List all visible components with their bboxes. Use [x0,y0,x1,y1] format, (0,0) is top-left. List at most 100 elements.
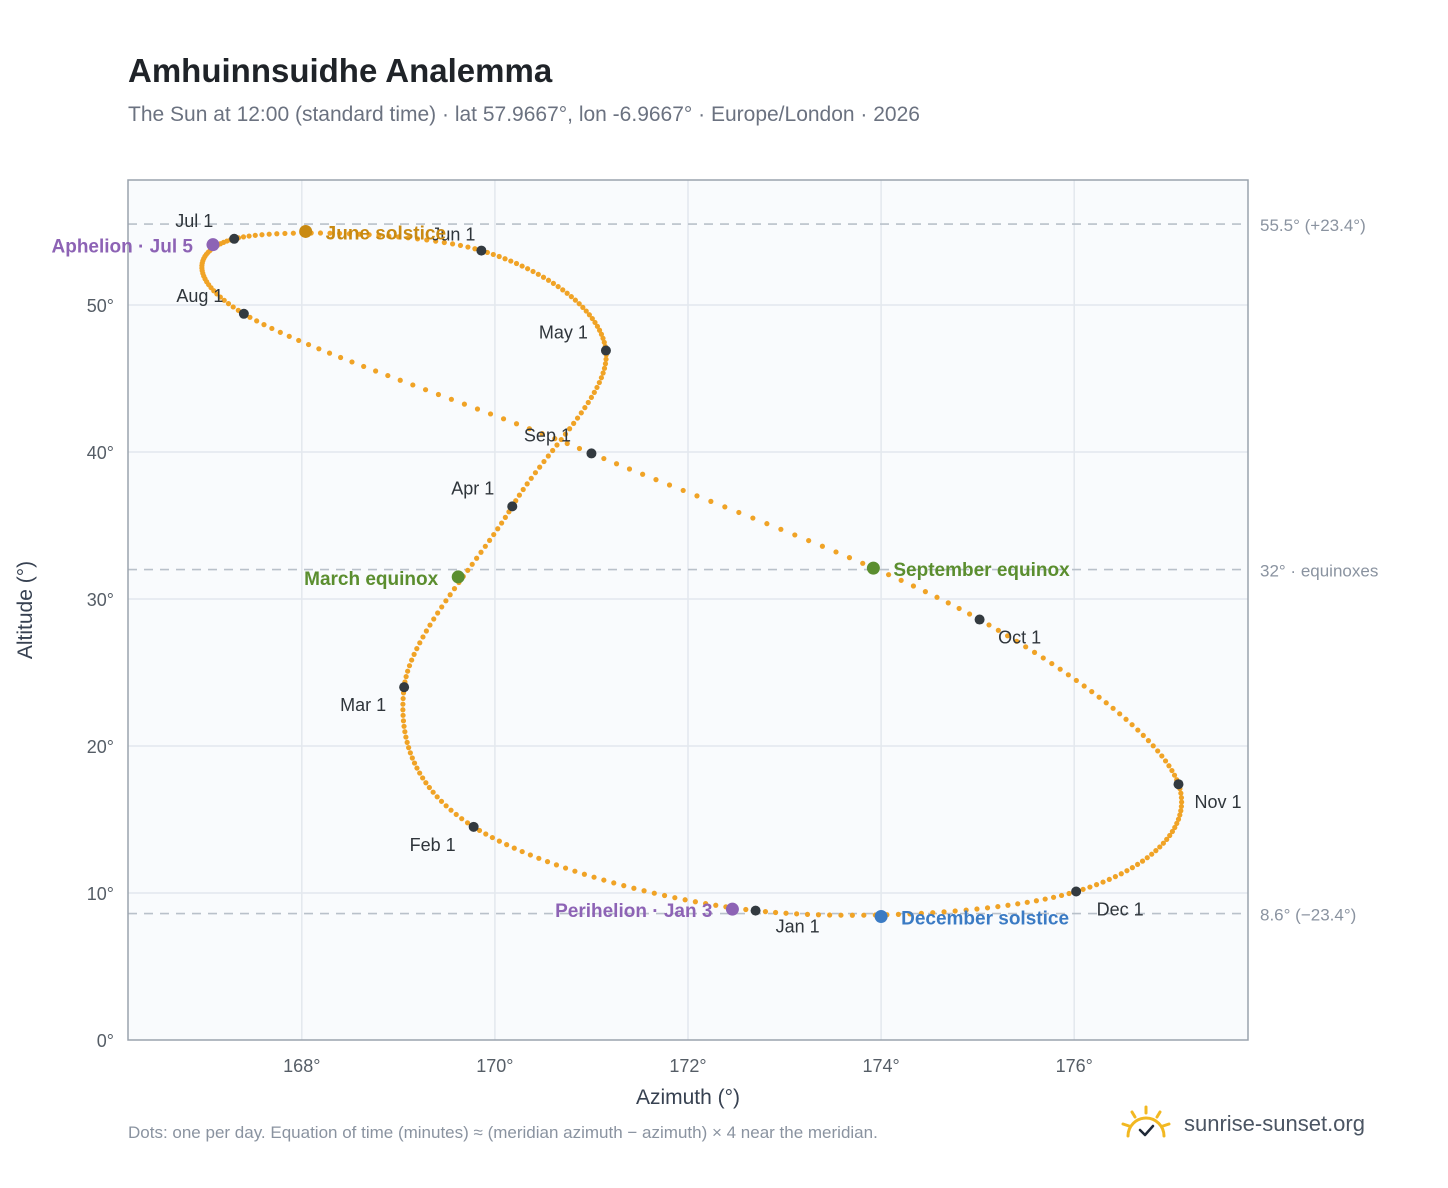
daily-sun-dot [849,912,855,918]
daily-sun-dot [586,312,592,318]
daily-sun-dot [261,322,267,328]
daily-sun-dot [1042,896,1048,902]
month-label: Mar 1 [340,695,386,715]
daily-sun-dot [483,831,489,837]
daily-sun-dot [601,365,608,371]
daily-sun-dot [266,231,272,237]
daily-sun-dot [694,493,700,499]
sun-icon [1121,1105,1171,1138]
daily-sun-dot [406,663,413,669]
daily-sun-dot [326,350,333,356]
daily-sun-dot [356,231,362,237]
event-markers: Perihelion · Jan 3 March equinox June sols… [52,223,1071,929]
daily-sun-dot [560,287,566,293]
x-axis-label: Azimuth (°) [636,1086,740,1109]
daily-sun-dot [1040,655,1046,661]
daily-sun-dot [567,426,573,432]
daily-sun-dot [641,888,647,894]
daily-sun-dot [1153,848,1159,854]
daily-sun-dot [469,561,475,567]
daily-sun-dot [554,442,560,448]
daily-sun-dot [545,453,551,459]
daily-sun-dot [750,515,756,521]
daily-sun-dot [476,827,483,834]
month-marker [476,245,487,256]
y-axis-label: Altitude (°) [14,561,37,659]
daily-sun-dot [536,855,542,861]
daily-sun-dot [539,431,545,437]
daily-sun-dot [540,274,547,280]
daily-sun-dot [1005,902,1011,908]
daily-sun-dot [582,405,588,411]
daily-sun-dot [420,634,426,640]
daily-sun-dot [555,283,561,290]
daily-sun-dot [537,464,543,470]
daily-sun-dot [945,600,951,606]
daily-sun-dot [1139,858,1146,864]
daily-sun-dot [974,906,980,912]
daily-sun-dot [596,327,603,333]
brand-name[interactable]: sunrise-sunset.org [1184,1111,1365,1136]
month-marker [750,905,761,916]
daily-sun-dot [653,477,659,483]
daily-sun-dot [409,657,415,663]
daily-sun-dot [337,230,343,237]
daily-sun-dot [400,718,407,724]
daily-sun-dot [519,263,525,269]
daily-sun-dot [578,410,584,416]
daily-sun-dot [422,387,429,393]
daily-sun-dot [376,232,382,238]
daily-sun-dot [400,701,406,707]
daily-sun-dot [282,230,288,237]
daily-sun-dot [1169,828,1175,835]
daily-sun-dot [621,883,627,889]
daily-sun-dot [373,368,379,374]
daily-sun-dot [386,233,392,239]
month-marker [974,614,985,625]
daily-sun-dot [1129,865,1135,871]
daily-sun-dot [1159,753,1165,759]
daily-sun-dot [722,504,728,510]
daily-sun-dot [1135,727,1141,733]
daily-sun-dot [598,375,604,381]
daily-sun-dot [337,354,344,361]
page-title: Amhuinnsuidhe Analemma [128,52,553,89]
daily-sun-dot [736,509,742,516]
daily-sun-dot [1149,851,1155,857]
month-label: Jul 1 [175,211,213,231]
daily-sun-dot [1177,812,1183,818]
daily-sun-dot [1140,732,1146,738]
daily-sun-dot [995,627,1001,633]
daily-sun-dot [434,794,440,800]
x-tick-label: 170° [476,1056,513,1076]
month-label: Aug 1 [176,286,223,306]
daily-sun-dot [499,520,505,526]
month-marker [468,821,479,832]
daily-sun-dot [572,868,578,874]
daily-sun-dot [602,361,609,367]
month-label: May 1 [539,323,588,343]
daily-sun-dot [552,436,558,442]
brand-logo[interactable]: sunrise-sunset.org [1120,1100,1365,1148]
daily-sun-dot [448,396,454,402]
daily-sun-dot [626,466,633,472]
daily-sun-dot [403,674,409,680]
daily-sun-dot [424,237,430,243]
daily-sun-dot [443,803,449,809]
daily-sun-dot [427,622,433,628]
daily-sun-dot [1023,644,1029,650]
daily-sun-dot [217,294,223,300]
daily-sun-dot [544,859,551,865]
reference-line-label: 55.5° (+23.4°) [1260,216,1366,235]
daily-sun-dot [601,455,607,462]
daily-sun-dot [581,871,587,877]
daily-sun-dot [449,241,456,247]
daily-sun-dot [666,482,673,488]
daily-sun-dot [502,514,508,520]
daily-sun-dot [1172,824,1178,831]
daily-sun-dot [762,909,769,915]
daily-sun-dot [349,359,355,365]
daily-sun-dot [397,377,403,383]
daily-sun-dot [576,301,582,307]
